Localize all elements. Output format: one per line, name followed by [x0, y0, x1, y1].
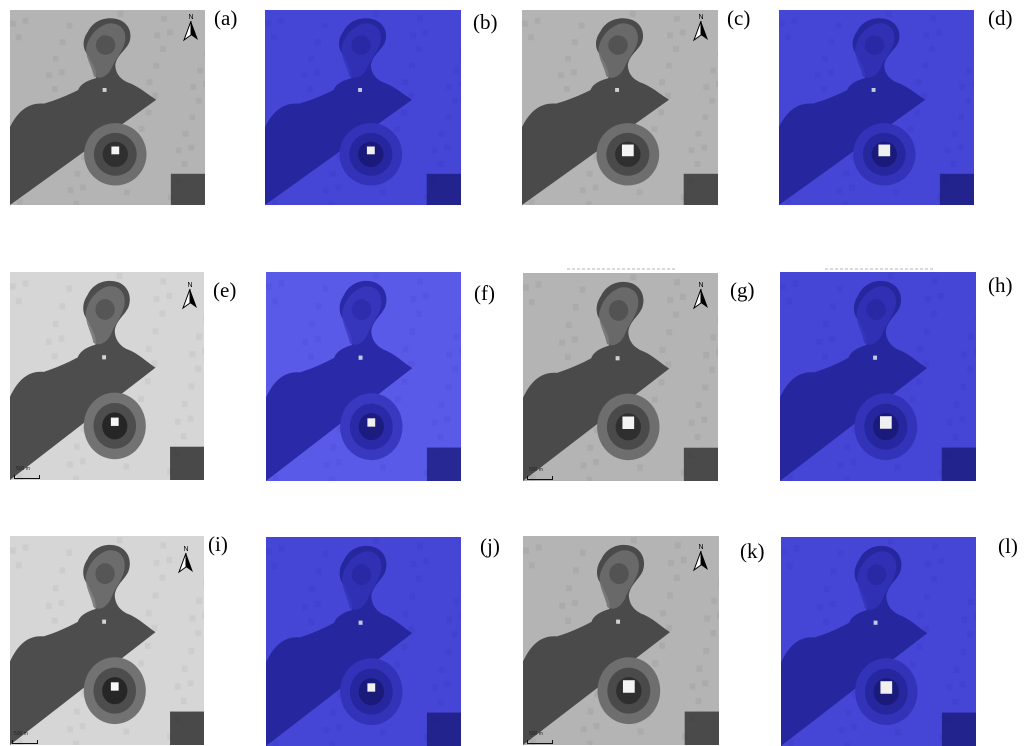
island-landmass: [266, 280, 413, 481]
panel-j-image: [266, 537, 461, 746]
thermal-hotspot: [622, 416, 635, 429]
crater: [358, 678, 384, 706]
scale-bar: 500 m: [12, 731, 46, 745]
panel-h-image: [780, 272, 976, 481]
panel-i-image: [10, 536, 204, 745]
panel-b-image: [265, 10, 461, 205]
small-bright-spot: [102, 88, 107, 92]
thermal-hotspot: [879, 416, 892, 429]
panel-d-label: (d): [988, 6, 1013, 30]
small-bright-spot: [358, 355, 363, 360]
panel-g-label: (g): [730, 278, 755, 302]
panel-e-label: (e): [213, 278, 237, 302]
island-landmass: [523, 281, 670, 481]
panel-c-label: (c): [727, 6, 751, 30]
panel-l-label: (l): [998, 534, 1018, 558]
panel-b-label: (b): [473, 10, 498, 34]
north-letter: N: [183, 546, 188, 553]
panel-k-label: (k): [740, 539, 765, 563]
panel-c-scene: [522, 10, 718, 205]
panel-a-label: (a): [214, 6, 238, 30]
north-letter: N: [188, 14, 193, 21]
crater: [102, 677, 128, 705]
thermal-hotspot: [878, 144, 891, 157]
island-landmass: [780, 280, 927, 481]
panel-d-scene: [779, 10, 974, 205]
north-letter: N: [698, 282, 703, 289]
small-bright-spot: [873, 355, 878, 360]
island-landmass: [10, 280, 156, 480]
north-letter: N: [698, 544, 703, 551]
panel-f-label: (f): [474, 281, 495, 305]
north-arrow-icon: N: [180, 12, 202, 42]
island-landmass: [781, 545, 928, 746]
island-landmass: [779, 18, 926, 205]
panel-g-scene: [523, 273, 718, 481]
panel-j-scene: [266, 537, 461, 746]
island-landmass: [10, 544, 156, 745]
small-bright-spot: [871, 88, 876, 92]
small-bright-spot: [102, 355, 107, 360]
faint-caption-line: [825, 268, 935, 270]
thermal-hotspot: [366, 146, 375, 155]
north-letter: N: [698, 14, 703, 21]
thermal-hotspot: [110, 417, 119, 426]
thermal-hotspot: [367, 683, 376, 692]
panel-f-scene: [266, 272, 461, 481]
faint-caption-line: [567, 268, 677, 270]
island-landmass: [522, 18, 669, 205]
thermal-hotspot: [880, 681, 893, 694]
scale-bar-text: 500 m: [529, 467, 543, 473]
scale-bar: 500 m: [527, 731, 561, 745]
panel-e-image: [10, 272, 204, 480]
thermal-hotspot: [621, 144, 634, 157]
thermal-hotspot: [111, 146, 120, 155]
panel-e-scene: [10, 272, 204, 480]
panel-j-label: (j): [480, 534, 500, 558]
north-arrow-icon: N: [690, 542, 712, 572]
scale-bar-text: 500 m: [529, 731, 543, 737]
panel-g-image: [523, 273, 718, 481]
island-landmass: [10, 18, 157, 205]
island-landmass: [265, 18, 412, 205]
north-arrow-icon: N: [690, 12, 712, 42]
panel-i-scene: [10, 536, 204, 745]
panel-b-scene: [265, 10, 461, 205]
panel-h-label: (h): [988, 273, 1013, 297]
small-bright-spot: [358, 88, 363, 92]
island-landmass: [523, 544, 670, 745]
north-arrow-icon: N: [175, 544, 197, 574]
panel-c-image: [522, 10, 718, 205]
panel-f-image: [266, 272, 461, 481]
scale-bar: 500 m: [14, 466, 48, 480]
panel-i-label: (i): [208, 532, 228, 556]
small-bright-spot: [615, 88, 620, 92]
thermal-hotspot: [622, 680, 635, 693]
small-bright-spot: [102, 619, 107, 624]
north-arrow-icon: N: [179, 280, 201, 310]
north-letter: N: [187, 282, 192, 289]
panel-l-image: [781, 537, 976, 746]
small-bright-spot: [358, 620, 363, 625]
panel-h-scene: [780, 272, 976, 481]
thermal-hotspot: [367, 418, 376, 427]
scale-bar-text: 500 m: [14, 731, 28, 737]
small-bright-spot: [873, 620, 878, 625]
panel-a-scene: [10, 10, 205, 205]
panel-l-scene: [781, 537, 976, 746]
panel-a-image: [10, 10, 205, 205]
small-bright-spot: [615, 356, 620, 361]
panel-k-scene: [523, 536, 719, 745]
scale-bar-text: 500 m: [16, 466, 30, 472]
island-landmass: [266, 545, 413, 746]
panel-k-image: [523, 536, 719, 745]
thermal-hotspot: [110, 682, 119, 691]
scale-bar: 500 m: [527, 467, 561, 481]
north-arrow-icon: N: [690, 280, 712, 310]
small-bright-spot: [616, 619, 621, 624]
panel-d-image: [779, 10, 974, 205]
